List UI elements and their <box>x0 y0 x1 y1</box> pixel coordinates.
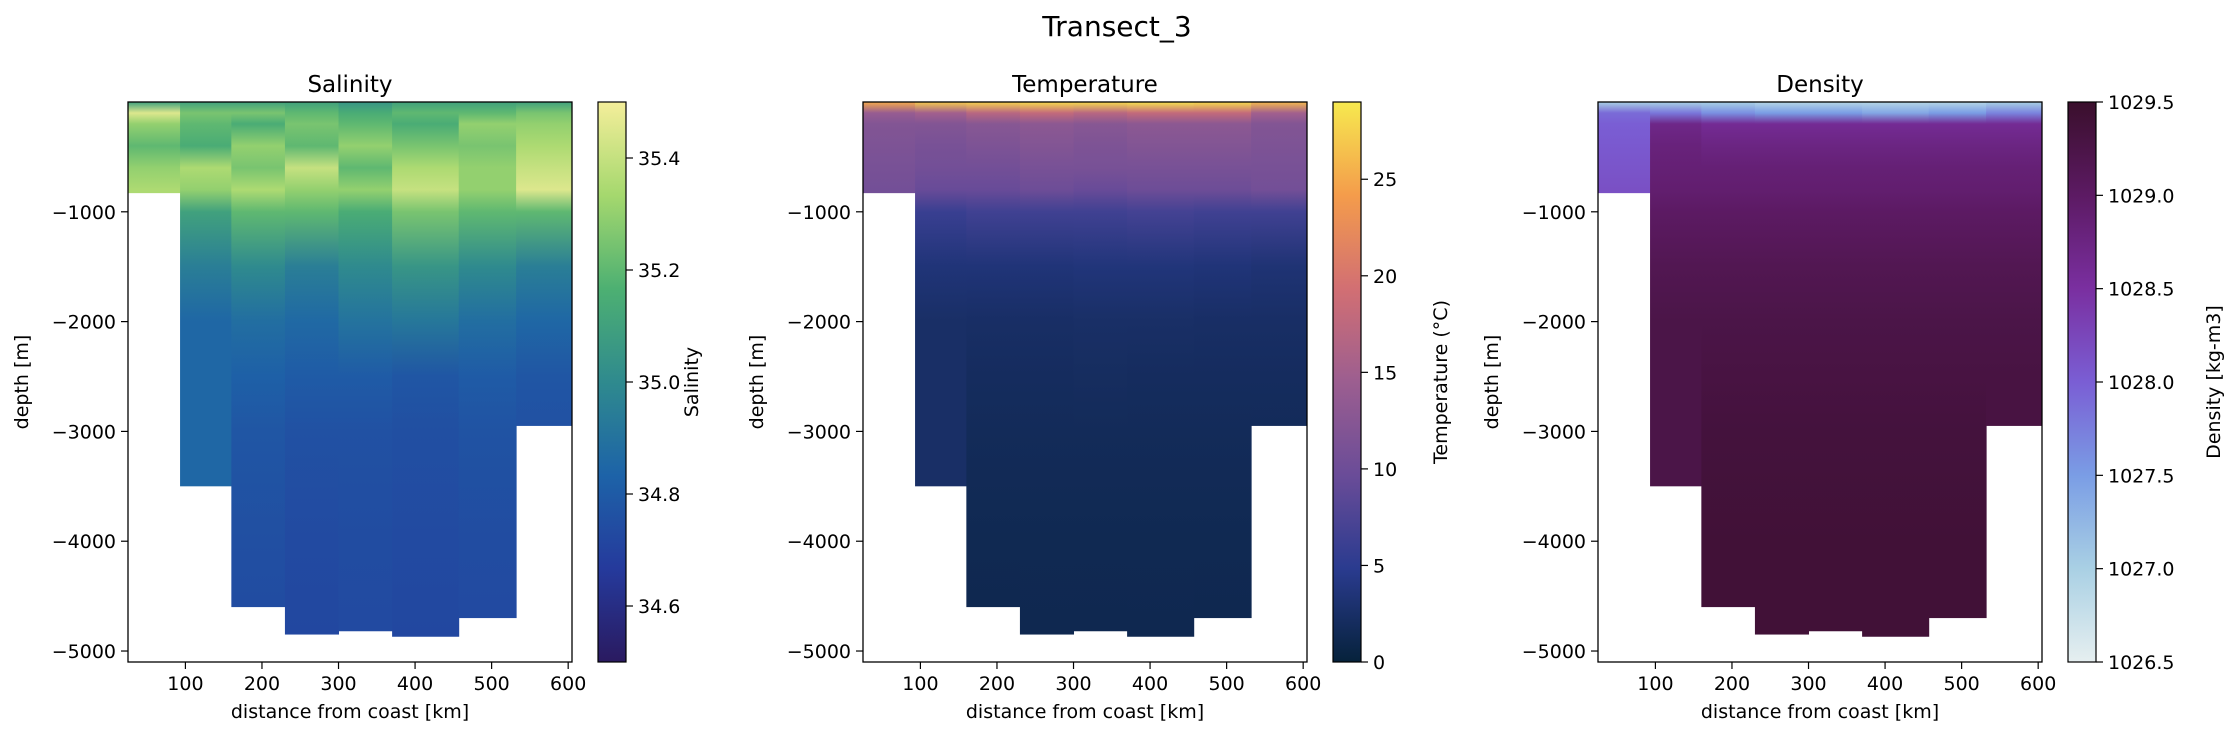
colorbar-tick-label: 25 <box>1373 169 1397 191</box>
y-tick-label: −3000 <box>1522 421 1586 443</box>
station-column <box>863 102 916 194</box>
x-tick-label: 400 <box>397 673 433 695</box>
y-axis-label: depth [m] <box>746 335 768 430</box>
station-column <box>1986 102 2043 426</box>
station-column <box>338 102 393 632</box>
x-tick-label: 600 <box>550 673 586 695</box>
y-tick-label: −5000 <box>52 641 116 663</box>
colorbar-tick-label: 1028.5 <box>2108 279 2174 301</box>
station-column <box>1650 102 1702 487</box>
station-column <box>1928 102 1987 619</box>
station-column <box>1862 102 1930 637</box>
colorbar-tick-label: 35.0 <box>638 372 680 394</box>
y-tick-label: −2000 <box>1522 312 1586 334</box>
x-axis-label: distance from coast [km] <box>231 701 469 723</box>
colorbar-tick-label: 1029.5 <box>2108 92 2174 114</box>
x-tick-label: 300 <box>320 673 356 695</box>
station-column <box>392 102 460 637</box>
station-column <box>1598 102 1651 194</box>
station-column <box>915 102 967 487</box>
colorbar <box>597 101 627 663</box>
y-tick-label: −5000 <box>1522 641 1586 663</box>
y-axis-label: depth [m] <box>11 335 33 430</box>
x-tick-label: 100 <box>1637 673 1673 695</box>
colorbar-tick-label: 1027.5 <box>2108 465 2174 487</box>
station-column <box>284 102 340 635</box>
station-column <box>1193 102 1252 619</box>
x-axis-label: distance from coast [km] <box>1701 701 1939 723</box>
colorbar <box>1332 101 1362 663</box>
x-tick-label: 300 <box>1790 673 1826 695</box>
x-tick-label: 100 <box>902 673 938 695</box>
colorbar-label: Salinity <box>681 347 703 417</box>
colorbar-tick-label: 15 <box>1373 362 1397 384</box>
panel-title: Salinity <box>307 72 392 98</box>
y-axis-label: depth [m] <box>1481 335 1503 430</box>
station-column <box>180 102 232 487</box>
y-tick-label: −5000 <box>787 641 851 663</box>
x-tick-label: 500 <box>473 673 509 695</box>
plot-frame <box>1597 101 2043 663</box>
panel-title: Density <box>1776 72 1863 98</box>
colorbar-tick-label: 34.6 <box>638 596 680 618</box>
y-tick-label: −1000 <box>1522 202 1586 224</box>
panel-density: Density 100 200 300 400 500 600 distance from c… <box>1481 72 2225 723</box>
station-column <box>1073 102 1128 632</box>
colorbar-label: Temperature (°C) <box>1430 300 1452 465</box>
colorbar-tick-label: 10 <box>1373 459 1397 481</box>
y-tick-label: −1000 <box>787 202 851 224</box>
plot-frame <box>127 101 573 663</box>
station-column <box>128 102 181 194</box>
colorbar-tick-label: 34.8 <box>638 484 680 506</box>
station-column <box>1754 102 1810 635</box>
colorbar-tick-label: 35.2 <box>638 260 680 282</box>
x-tick-label: 600 <box>1285 673 1321 695</box>
x-axis-label: distance from coast [km] <box>966 701 1204 723</box>
station-column <box>1808 102 1863 632</box>
y-tick-label: −2000 <box>52 312 116 334</box>
x-tick-label: 200 <box>244 673 280 695</box>
panel-salinity: Salinity 100 200 300 400 500 600 distance from … <box>11 72 703 723</box>
colorbar-tick-label: 1029.0 <box>2108 185 2174 207</box>
x-tick-label: 100 <box>167 673 203 695</box>
panel-title: Temperature <box>1011 72 1158 98</box>
figure-title: Transect_3 <box>1041 10 1191 43</box>
y-tick-label: −3000 <box>787 421 851 443</box>
station-column <box>1019 102 1075 635</box>
x-tick-label: 200 <box>1714 673 1750 695</box>
station-column <box>1251 102 1308 426</box>
station-column <box>1701 102 1756 608</box>
colorbar-tick-label: 35.4 <box>638 148 680 170</box>
x-tick-label: 500 <box>1208 673 1244 695</box>
colorbar-tick-label: 1028.0 <box>2108 372 2174 394</box>
station-column <box>966 102 1021 608</box>
colorbar <box>2067 101 2097 663</box>
x-tick-label: 600 <box>2020 673 2056 695</box>
station-column <box>516 102 573 426</box>
colorbar-tick-label: 5 <box>1373 555 1385 577</box>
plot-frame <box>862 101 1308 663</box>
x-tick-label: 400 <box>1867 673 1903 695</box>
colorbar-tick-label: 20 <box>1373 266 1397 288</box>
colorbar-tick-label: 1027.0 <box>2108 559 2174 581</box>
x-tick-label: 500 <box>1943 673 1979 695</box>
y-tick-label: −1000 <box>52 202 116 224</box>
x-tick-label: 200 <box>979 673 1015 695</box>
station-column <box>1127 102 1195 637</box>
y-tick-label: −2000 <box>787 312 851 334</box>
y-tick-label: −4000 <box>52 531 116 553</box>
x-tick-label: 400 <box>1132 673 1168 695</box>
x-tick-label: 300 <box>1055 673 1091 695</box>
station-column <box>458 102 517 619</box>
station-column <box>231 102 286 608</box>
y-tick-label: −4000 <box>787 531 851 553</box>
y-tick-label: −3000 <box>52 421 116 443</box>
colorbar-tick-label: 1026.5 <box>2108 652 2174 674</box>
y-tick-label: −4000 <box>1522 531 1586 553</box>
colorbar-tick-label: 0 <box>1373 652 1385 674</box>
colorbar-label: Density [kg-m3] <box>2203 305 2225 459</box>
